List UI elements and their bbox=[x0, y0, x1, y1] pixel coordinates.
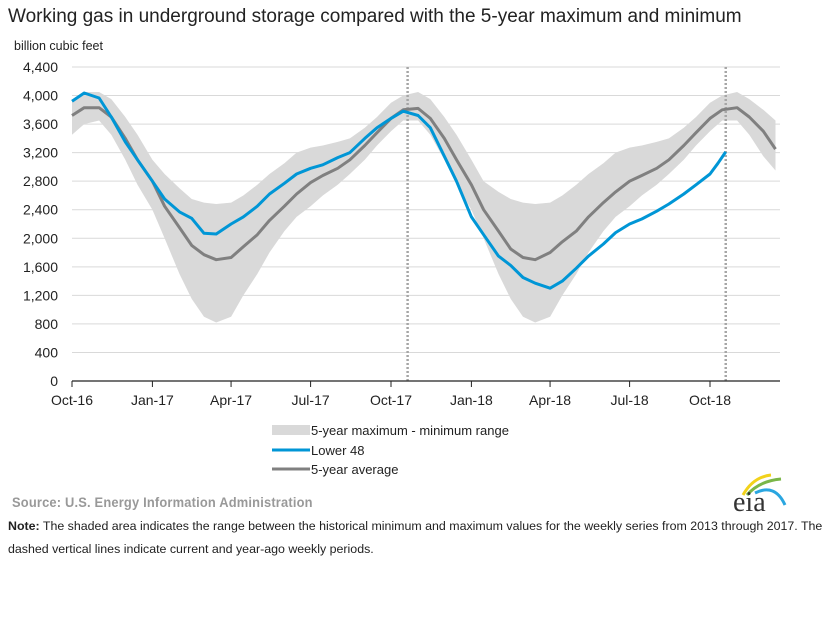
note-body: The shaded area indicates the range betw… bbox=[8, 519, 823, 556]
x-tick-label: Oct-18 bbox=[689, 392, 731, 408]
y-tick-label: 2,000 bbox=[23, 230, 58, 246]
x-tick-label: Oct-17 bbox=[370, 392, 412, 408]
y-tick-label: 0 bbox=[50, 373, 58, 389]
x-tick-label: Apr-18 bbox=[529, 392, 571, 408]
y-tick-label: 1,200 bbox=[23, 287, 58, 303]
svg-text:eia: eia bbox=[733, 487, 766, 515]
chart-title: Working gas in underground storage compa… bbox=[8, 6, 742, 27]
note-text: Note: The shaded area indicates the rang… bbox=[8, 515, 823, 561]
source-text: Source: U.S. Energy Information Administ… bbox=[12, 494, 313, 510]
x-tick-label: Apr-17 bbox=[210, 392, 252, 408]
y-tick-label: 2,400 bbox=[23, 202, 58, 218]
y-tick-label: 1,600 bbox=[23, 259, 58, 275]
y-tick-label: 800 bbox=[35, 316, 59, 332]
y-tick-label: 4,400 bbox=[23, 59, 58, 75]
legend-label-lower48: Lower 48 bbox=[311, 443, 364, 458]
y-tick-label: 2,800 bbox=[23, 173, 58, 189]
x-tick-label: Jul-17 bbox=[292, 392, 330, 408]
x-tick-label: Jan-18 bbox=[450, 392, 493, 408]
series-line-lower-48 bbox=[71, 91, 727, 290]
y-tick-label: 400 bbox=[35, 344, 59, 360]
y-tick-label: 3,200 bbox=[23, 145, 58, 161]
y-tick-label: 4,000 bbox=[23, 88, 58, 104]
chart: billion cubic feet 0 400 800 1,200 1,600 2,00… bbox=[14, 39, 780, 477]
legend: 5-year maximum - minimum range Lower 48 … bbox=[272, 423, 509, 477]
legend-label-range: 5-year maximum - minimum range bbox=[311, 423, 509, 438]
eia-logo: eia bbox=[733, 473, 787, 515]
y-tick-label: 3,600 bbox=[23, 116, 58, 132]
x-tick-label: Jan-17 bbox=[131, 392, 174, 408]
note-label: Note: bbox=[8, 519, 40, 533]
x-tick-label: Jul-18 bbox=[611, 392, 649, 408]
legend-label-average: 5-year average bbox=[311, 462, 398, 477]
range-band bbox=[72, 92, 776, 323]
legend-swatch-range bbox=[272, 425, 310, 435]
y-axis-label: billion cubic feet bbox=[14, 39, 103, 53]
x-tick-label: Oct-16 bbox=[51, 392, 93, 408]
series-line-5-year-average bbox=[71, 106, 777, 262]
